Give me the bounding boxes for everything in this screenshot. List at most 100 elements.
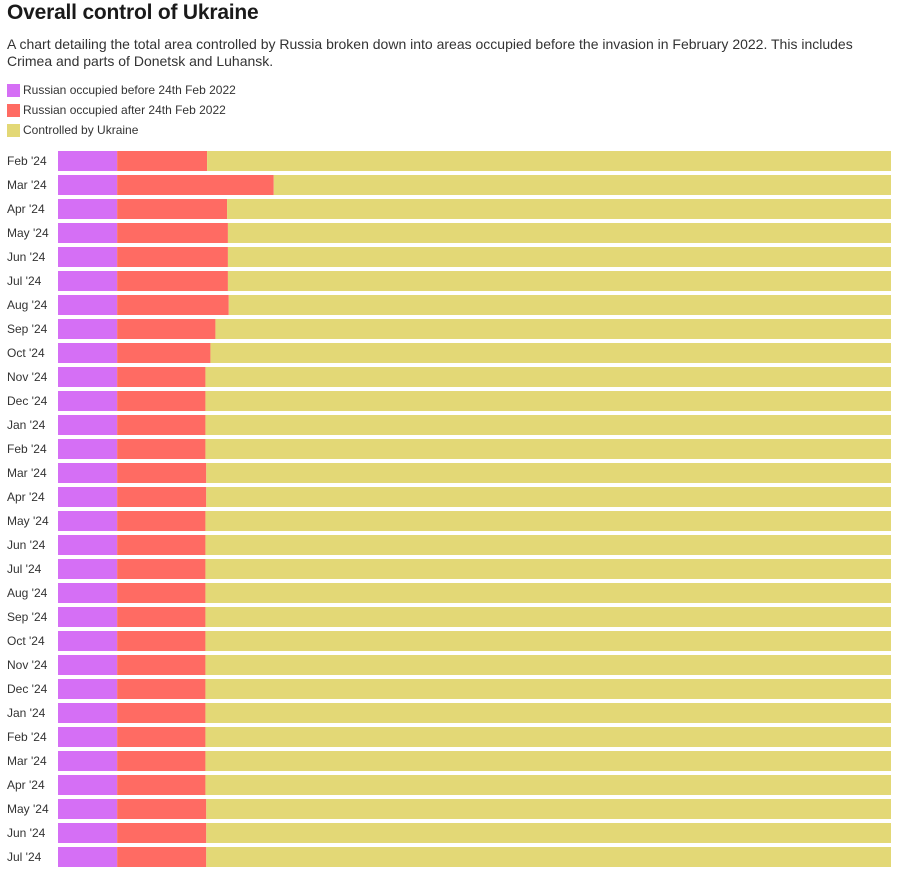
bar-segment-ukraine xyxy=(205,559,891,579)
category-label: May '24 xyxy=(7,802,49,816)
bar-segment-ukraine xyxy=(206,799,891,819)
bar-segment-after xyxy=(117,415,206,435)
bar-row: Jul '24 xyxy=(7,559,891,579)
bar-segment-before xyxy=(58,391,118,411)
bar-segment-ukraine xyxy=(205,751,891,771)
bar-segment-after xyxy=(117,631,206,651)
bar-row: Jun '24 xyxy=(7,823,891,843)
bar-segment-ukraine xyxy=(205,775,891,795)
category-label: Apr '24 xyxy=(7,778,45,792)
category-label: Oct '24 xyxy=(7,346,45,360)
bar-segment-after xyxy=(117,751,206,771)
bar-segment-ukraine xyxy=(206,823,891,843)
category-label: Feb '24 xyxy=(7,730,47,744)
bar-segment-after xyxy=(117,295,229,315)
bar-segment-before xyxy=(58,271,118,291)
bar-segment-ukraine xyxy=(205,511,891,531)
bar-row: Feb '24 xyxy=(7,727,891,747)
bar-segment-before xyxy=(58,727,118,747)
bar-segment-after xyxy=(117,583,206,603)
bar-segment-after xyxy=(117,175,274,195)
bar-row: Apr '24 xyxy=(7,487,891,507)
bar-segment-before xyxy=(58,847,118,867)
bar-segment-ukraine xyxy=(205,391,891,411)
bar-segment-after xyxy=(117,439,206,459)
category-label: Oct '24 xyxy=(7,634,45,648)
bar-segment-before xyxy=(58,319,118,339)
bar-segment-ukraine xyxy=(206,487,891,507)
bar-segment-ukraine xyxy=(206,463,891,483)
bar-segment-after xyxy=(117,679,206,699)
bar-segment-ukraine xyxy=(205,607,891,627)
category-label: Apr '24 xyxy=(7,490,45,504)
chart-subtitle: A chart detailing the total area control… xyxy=(7,36,853,69)
bar-segment-after xyxy=(117,535,206,555)
legend-swatch-after xyxy=(7,103,20,117)
bar-segment-ukraine xyxy=(210,343,891,363)
category-label: Jul '24 xyxy=(7,562,42,576)
bar-row: Jun '24 xyxy=(7,247,891,267)
bar-row: Jun '24 xyxy=(7,535,891,555)
bar-row: Sep '24 xyxy=(7,607,891,627)
bar-segment-before xyxy=(58,247,118,267)
bar-segment-after xyxy=(117,223,228,243)
legend-label-before: Russian occupied before 24th Feb 2022 xyxy=(23,83,236,97)
bar-segment-before xyxy=(58,823,118,843)
legend-item-before: Russian occupied before 24th Feb 2022 xyxy=(7,80,236,100)
bar-segment-before xyxy=(58,439,118,459)
bar-segment-ukraine xyxy=(228,295,891,315)
category-label: Sep '24 xyxy=(7,322,48,336)
bar-segment-after xyxy=(117,775,206,795)
category-label: Aug '24 xyxy=(7,586,48,600)
bar-row: Jul '24 xyxy=(7,271,891,291)
bar-row: May '24 xyxy=(7,223,891,243)
bar-segment-after xyxy=(117,247,228,267)
category-label: May '24 xyxy=(7,226,49,240)
category-label: May '24 xyxy=(7,514,49,528)
bar-segment-before xyxy=(58,511,118,531)
category-label: Apr '24 xyxy=(7,202,45,216)
category-label: Dec '24 xyxy=(7,394,48,408)
bar-row: Dec '24 xyxy=(7,391,891,411)
legend-swatch-before xyxy=(7,83,20,97)
bar-row: Nov '24 xyxy=(7,655,891,675)
bar-segment-after xyxy=(117,703,206,723)
bar-segment-before xyxy=(58,463,118,483)
bar-row: Jan '24 xyxy=(7,415,891,435)
category-label: Jul '24 xyxy=(7,850,42,864)
bar-row: Apr '24 xyxy=(7,199,892,219)
legend: Russian occupied before 24th Feb 2022 Ru… xyxy=(7,80,236,140)
bar-segment-ukraine xyxy=(227,247,891,267)
bar-segment-after xyxy=(117,847,207,867)
bar-segment-before xyxy=(58,583,118,603)
legend-item-ukraine: Controlled by Ukraine xyxy=(7,120,236,140)
bar-segment-after xyxy=(117,511,206,531)
bar-segment-ukraine xyxy=(205,439,891,459)
bar-segment-before xyxy=(58,415,118,435)
category-label: Jun '24 xyxy=(7,250,46,264)
bar-segment-after xyxy=(117,559,206,579)
bar-segment-after xyxy=(117,823,207,843)
bar-segment-ukraine xyxy=(205,727,891,747)
bar-row: Aug '24 xyxy=(7,583,891,603)
bar-segment-ukraine xyxy=(205,703,891,723)
bar-segment-after xyxy=(117,655,206,675)
bar-row: Oct '24 xyxy=(7,343,891,363)
bar-segment-before xyxy=(58,799,118,819)
bar-segment-after xyxy=(117,799,207,819)
bar-segment-before xyxy=(58,367,118,387)
bar-row: Sep '24 xyxy=(7,319,891,339)
category-label: Jan '24 xyxy=(7,418,46,432)
bar-segment-ukraine xyxy=(206,847,891,867)
category-label: Jun '24 xyxy=(7,826,46,840)
bar-segment-before xyxy=(58,607,118,627)
bar-segment-ukraine xyxy=(205,367,891,387)
bar-row: Feb '24 xyxy=(7,439,891,459)
category-label: Dec '24 xyxy=(7,682,48,696)
category-label: Feb '24 xyxy=(7,442,47,456)
category-label: Sep '24 xyxy=(7,610,48,624)
category-label: Nov '24 xyxy=(7,658,48,672)
bar-segment-after xyxy=(117,727,206,747)
bar-segment-ukraine xyxy=(205,535,891,555)
bar-segment-before xyxy=(58,343,118,363)
